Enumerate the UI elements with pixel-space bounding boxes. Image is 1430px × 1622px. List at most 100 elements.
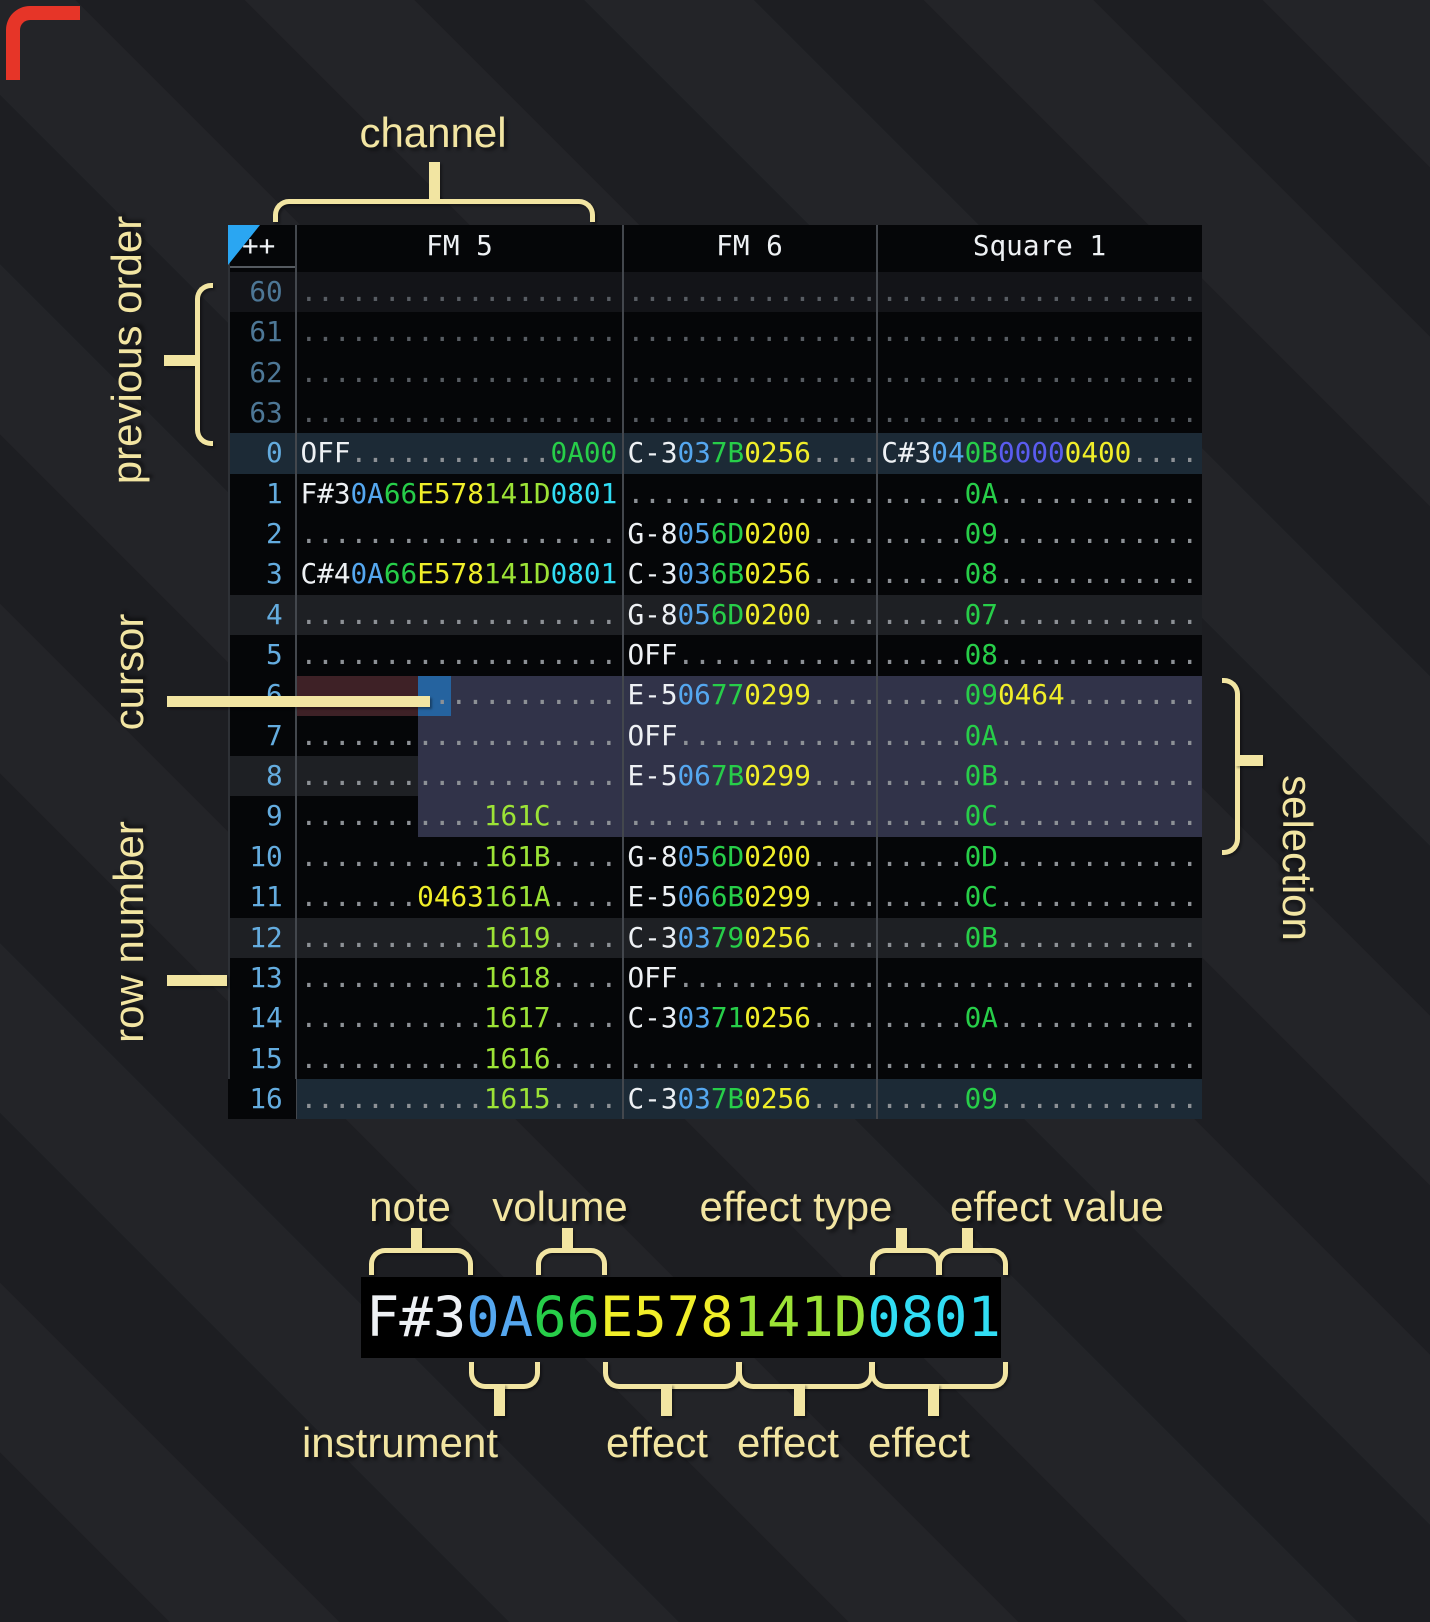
pattern-row: 60......................................… (228, 272, 1202, 313)
pattern-cell-fm6[interactable]: C-3037B0256.... (623, 1079, 876, 1119)
cell-segment: ..... (881, 718, 965, 752)
pattern-cell-square1[interactable]: .....090464........ (876, 675, 1202, 715)
cell-segment: ............ (997, 597, 1199, 631)
pattern-cell-square1[interactable]: ................... (876, 312, 1202, 352)
cell-segment: 66 (533, 1285, 600, 1350)
pattern-cell-fm5[interactable]: ...........1616.... (296, 1039, 623, 1079)
pattern-row: 3 C#40A66E578141D0801 C-3036B0256.........… (228, 554, 1202, 594)
cell-segment: ............... (627, 275, 877, 308)
pattern-cell-square1[interactable]: .....0B............ (876, 918, 1202, 958)
pattern-cell-fm5[interactable]: .......0463161A.... (296, 877, 623, 917)
channel-header-fm5[interactable]: FM 5 (426, 229, 493, 262)
pattern-row: 14 ...........1617.... C-303710256........… (228, 998, 1202, 1038)
pattern-cell-fm5[interactable]: ...........1619.... (296, 918, 623, 958)
pattern-cell-fm5[interactable]: C#40A66E578141D0801 (296, 554, 623, 594)
pattern-cell-square1[interactable]: ................... (876, 1039, 1202, 1079)
cell-segment: 161A (483, 880, 551, 914)
pattern-cell-fm6[interactable]: OFF............ (623, 716, 876, 756)
pattern-cursor[interactable] (418, 675, 451, 716)
pattern-cell-fm5[interactable]: ................... (296, 312, 623, 352)
pattern-cell-square1[interactable]: .....09............ (876, 514, 1202, 554)
channel-header-square1[interactable]: Square 1 (972, 229, 1107, 262)
pattern-cell-fm6[interactable]: ............... (623, 353, 876, 393)
row-number: 11 (249, 880, 283, 914)
cell-segment: 06 (677, 759, 711, 793)
pattern-cell-fm6[interactable]: G-8056D0200.... (623, 595, 876, 635)
pattern-cell-square1[interactable]: .....0A............ (876, 474, 1202, 514)
pattern-row: 62......................................… (228, 353, 1202, 393)
cell-segment: 71 (710, 1001, 745, 1035)
effect2-legend-bracket (737, 1362, 874, 1389)
pattern-cell-square1[interactable]: .....0C............ (876, 796, 1202, 836)
pattern-cell-fm5[interactable]: ...........1618.... (296, 958, 623, 998)
pattern-cell-square1[interactable]: .....0D............ (876, 837, 1202, 877)
pattern-cell-fm5[interactable]: ................... (296, 353, 623, 393)
grid-line (295, 225, 297, 1119)
channel-header-fm6[interactable]: FM 6 (716, 229, 783, 262)
pattern-cell-fm6[interactable]: E-506770299.... (623, 675, 876, 715)
cell-segment: E-5 (627, 759, 678, 793)
pattern-cell-fm6[interactable]: OFF............ (623, 958, 876, 998)
effect-value-legend-stem (962, 1228, 973, 1250)
pattern-cell-square1[interactable]: .....0C............ (876, 877, 1202, 917)
volume-legend-bracket (536, 1248, 607, 1275)
pattern-cell-fm5[interactable]: ...........1617.... (296, 998, 623, 1038)
pattern-cell-fm6[interactable]: E-5067B0299.... (623, 756, 876, 796)
cell-segment: 6D (710, 517, 745, 551)
pattern-cell-fm6[interactable]: G-8056D0200.... (623, 837, 876, 877)
pattern-cell-square1[interactable]: .....07............ (876, 595, 1202, 635)
pattern-cell-square1[interactable]: .....09............ (876, 1079, 1202, 1119)
pattern-cell-fm5[interactable]: ...........161C.... (296, 796, 623, 836)
cell-segment: 141D (733, 1285, 868, 1350)
pattern-cell-square1[interactable]: ................... (876, 958, 1202, 998)
pattern-cell-square1[interactable]: ................... (876, 393, 1202, 433)
pattern-cell-fm5[interactable]: ...........1615.... (296, 1079, 623, 1119)
pattern-cell-fm6[interactable]: OFF............ (623, 635, 876, 675)
cell-segment: ............ (350, 436, 551, 470)
pattern-cell-fm6[interactable]: C-303710256.... (623, 998, 876, 1038)
selection-highlight[interactable] (418, 675, 1202, 837)
cell-segment: 0200 (744, 517, 811, 551)
pattern-cell-fm5[interactable]: ................... (296, 716, 623, 756)
cell-segment: G-8 (627, 597, 678, 631)
cell-segment: C#4 (300, 557, 351, 591)
pattern-editor[interactable]: ++ FM 5 FM 6 Square 1 60................… (228, 225, 1202, 1120)
pattern-cell-fm5[interactable]: ................... (296, 272, 623, 312)
pattern-cell-fm6[interactable]: C-3037B0256.... (623, 433, 876, 473)
pattern-cell-fm6[interactable]: ............... (623, 796, 876, 836)
cell-segment: ............ (997, 880, 1199, 914)
pattern-cell-square1[interactable]: ................... (876, 353, 1202, 393)
cell-segment: 79 (710, 920, 745, 954)
pattern-cell-fm6[interactable]: ............... (623, 272, 877, 312)
pattern-cell-fm6[interactable]: G-8056D0200.... (623, 514, 876, 554)
pattern-cell-fm5[interactable]: ................... (296, 514, 623, 554)
pattern-cell-fm5[interactable]: ...........161B.... (296, 837, 623, 877)
cell-segment: ................... (300, 315, 618, 349)
pattern-row: 15 ...........1616.......................… (228, 1039, 1202, 1079)
pattern-cell-fm5[interactable]: ................... (296, 635, 623, 675)
pattern-cell-fm6[interactable]: C-3036B0256.... (623, 554, 876, 594)
cell-segment: ............... (627, 476, 877, 510)
cell-segment: ........... (300, 1001, 484, 1035)
pattern-cell-fm5[interactable]: ................... (296, 393, 623, 433)
pattern-cell-square1[interactable]: .....0A............ (876, 998, 1202, 1038)
pattern-cell-fm6[interactable]: ............... (623, 1039, 876, 1079)
pattern-cell-square1[interactable]: .....0A............ (876, 716, 1202, 756)
cell-segment: 1617 (483, 1001, 551, 1035)
pattern-cell-square1[interactable]: C#3040B00000400.... (876, 433, 1202, 473)
pattern-cell-fm6[interactable]: E-5066B0299.... (623, 877, 876, 917)
pattern-cell-square1[interactable]: ................... (876, 272, 1202, 312)
pattern-cell-square1[interactable]: .....0B............ (876, 756, 1202, 796)
pattern-cell-fm5[interactable]: F#30A66E578141D0801 (296, 474, 623, 514)
pattern-cell-fm6[interactable]: ............... (623, 393, 876, 433)
pattern-cell-fm6[interactable]: C-303790256.... (623, 918, 876, 958)
pattern-cell-fm6[interactable]: ............... (623, 474, 877, 514)
pattern-cell-square1[interactable]: .....08............ (876, 635, 1202, 675)
pattern-cell-square1[interactable]: .....08............ (876, 554, 1202, 594)
cursor-annotation-label: cursor (105, 613, 152, 731)
pattern-cell-fm5[interactable]: ................... (296, 595, 623, 635)
pattern-cell-fm5[interactable]: ................... (296, 756, 623, 796)
cell-segment: ............... (627, 315, 877, 349)
pattern-cell-fm5[interactable]: OFF............0A00 (296, 433, 623, 473)
pattern-cell-fm6[interactable]: ............... (623, 312, 877, 352)
